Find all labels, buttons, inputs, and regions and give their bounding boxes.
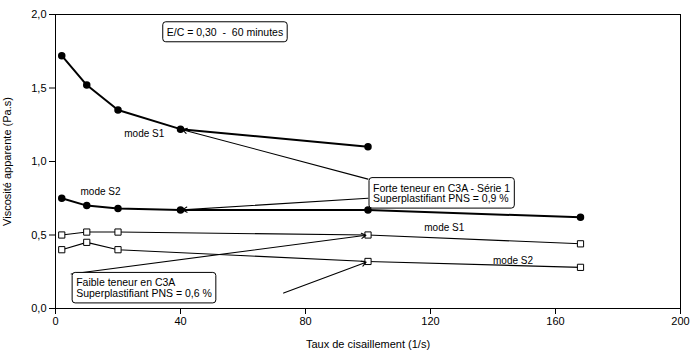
svg-text:0,5: 0,5 [31, 229, 46, 241]
svg-text:E/C = 0,30 - 60 minutes: E/C = 0,30 - 60 minutes [167, 26, 283, 38]
svg-text:200: 200 [671, 315, 689, 327]
svg-text:Forte teneur en C3A - Série 1S: Forte teneur en C3A - Série 1Superplasti… [373, 182, 510, 205]
svg-text:120: 120 [421, 315, 439, 327]
svg-text:80: 80 [299, 315, 311, 327]
svg-text:Taux de cisaillement (1/s): Taux de cisaillement (1/s) [306, 338, 430, 350]
svg-text:1,0: 1,0 [31, 155, 46, 167]
svg-text:Faible teneur en C3ASuperplast: Faible teneur en C3ASuperplastifiant PNS… [76, 276, 212, 299]
svg-text:40: 40 [174, 315, 186, 327]
svg-text:1,5: 1,5 [31, 82, 46, 94]
svg-text:160: 160 [546, 315, 564, 327]
svg-text:2,0: 2,0 [31, 8, 46, 20]
svg-text:mode S1: mode S1 [124, 128, 164, 139]
svg-text:mode S2: mode S2 [493, 255, 533, 266]
svg-text:0: 0 [52, 315, 58, 327]
svg-text:mode S1: mode S1 [424, 222, 464, 233]
svg-text:Viscosité apparente (Pa.s): Viscosité apparente (Pa.s) [1, 97, 13, 226]
svg-text:0,0: 0,0 [31, 302, 46, 314]
svg-text:mode S2: mode S2 [81, 186, 121, 197]
